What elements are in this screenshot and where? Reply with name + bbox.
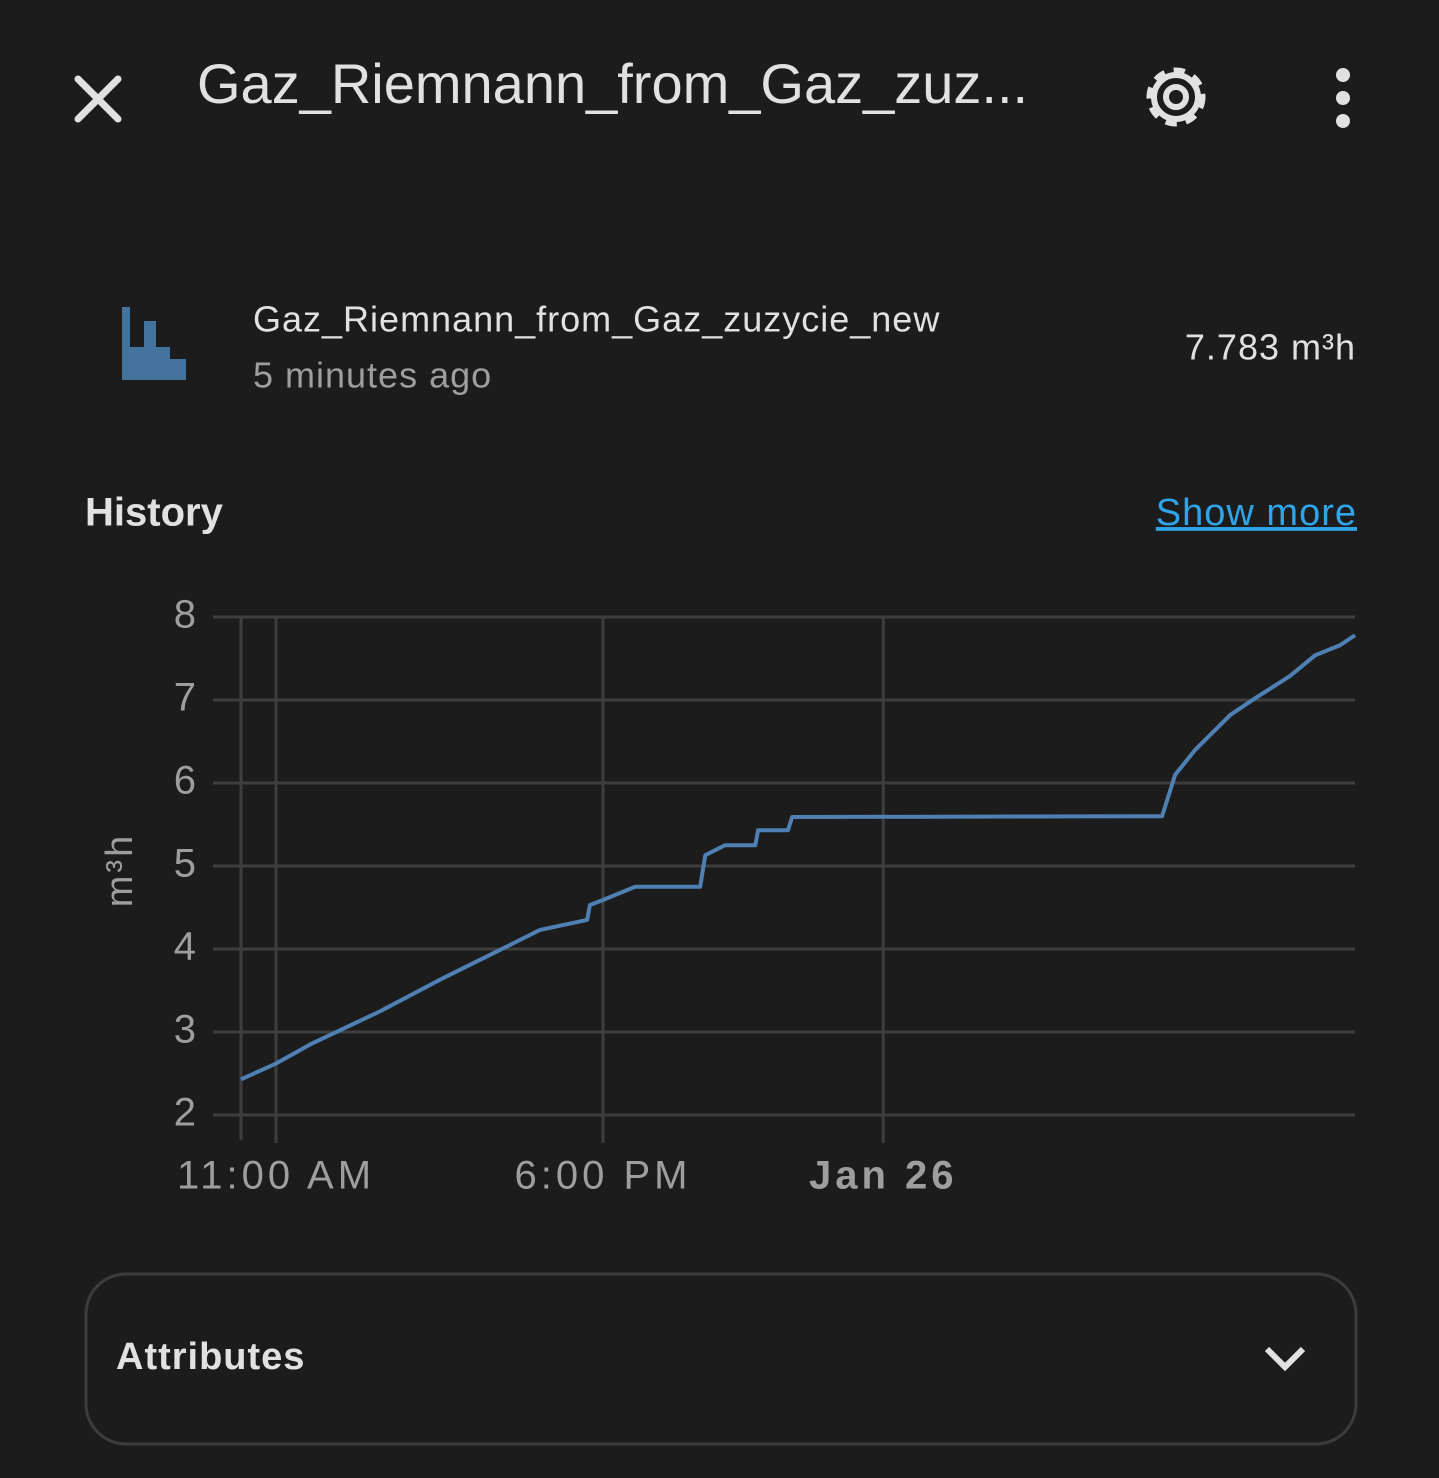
show-more-link[interactable]: Show more (1156, 492, 1357, 534)
attributes-title: Attributes (116, 1336, 305, 1378)
entity-state: 7.783 m³h (1185, 327, 1356, 368)
expand-icon[interactable] (1264, 1346, 1306, 1372)
history-heading: History (85, 491, 224, 535)
entity-icon (122, 307, 186, 380)
settings-button[interactable] (1146, 67, 1206, 127)
close-button[interactable] (74, 75, 122, 123)
y-tick-label: 6 (174, 759, 196, 803)
x-tick-label: Jan 26 (809, 1154, 958, 1198)
x-tick-label: 6:00 PM (515, 1154, 692, 1198)
attributes-panel[interactable] (84, 1272, 1358, 1446)
y-tick-label: 2 (174, 1091, 196, 1135)
last-changed: 5 minutes ago (253, 355, 492, 396)
data-line (240, 633, 1357, 1082)
y-tick-label: 8 (174, 593, 196, 637)
y-axis-label: m³h (99, 833, 141, 907)
history-chart: 2 3 4 5 6 7 8 11:00 AM 6:00 PM Jan 26 m³h (99, 593, 1357, 1198)
entity-name: Gaz_Riemnann_from_Gaz_zuzycie_new (253, 299, 940, 340)
y-tick-label: 3 (174, 1008, 196, 1052)
menu-button[interactable] (1336, 68, 1350, 128)
x-tick-label: 11:00 AM (177, 1154, 375, 1198)
y-tick-label: 7 (174, 676, 196, 720)
y-tick-label: 5 (174, 842, 196, 886)
y-tick-label: 4 (174, 925, 196, 969)
dialog-title: Gaz_Riemnann_from_Gaz_zuz... (197, 52, 1028, 115)
